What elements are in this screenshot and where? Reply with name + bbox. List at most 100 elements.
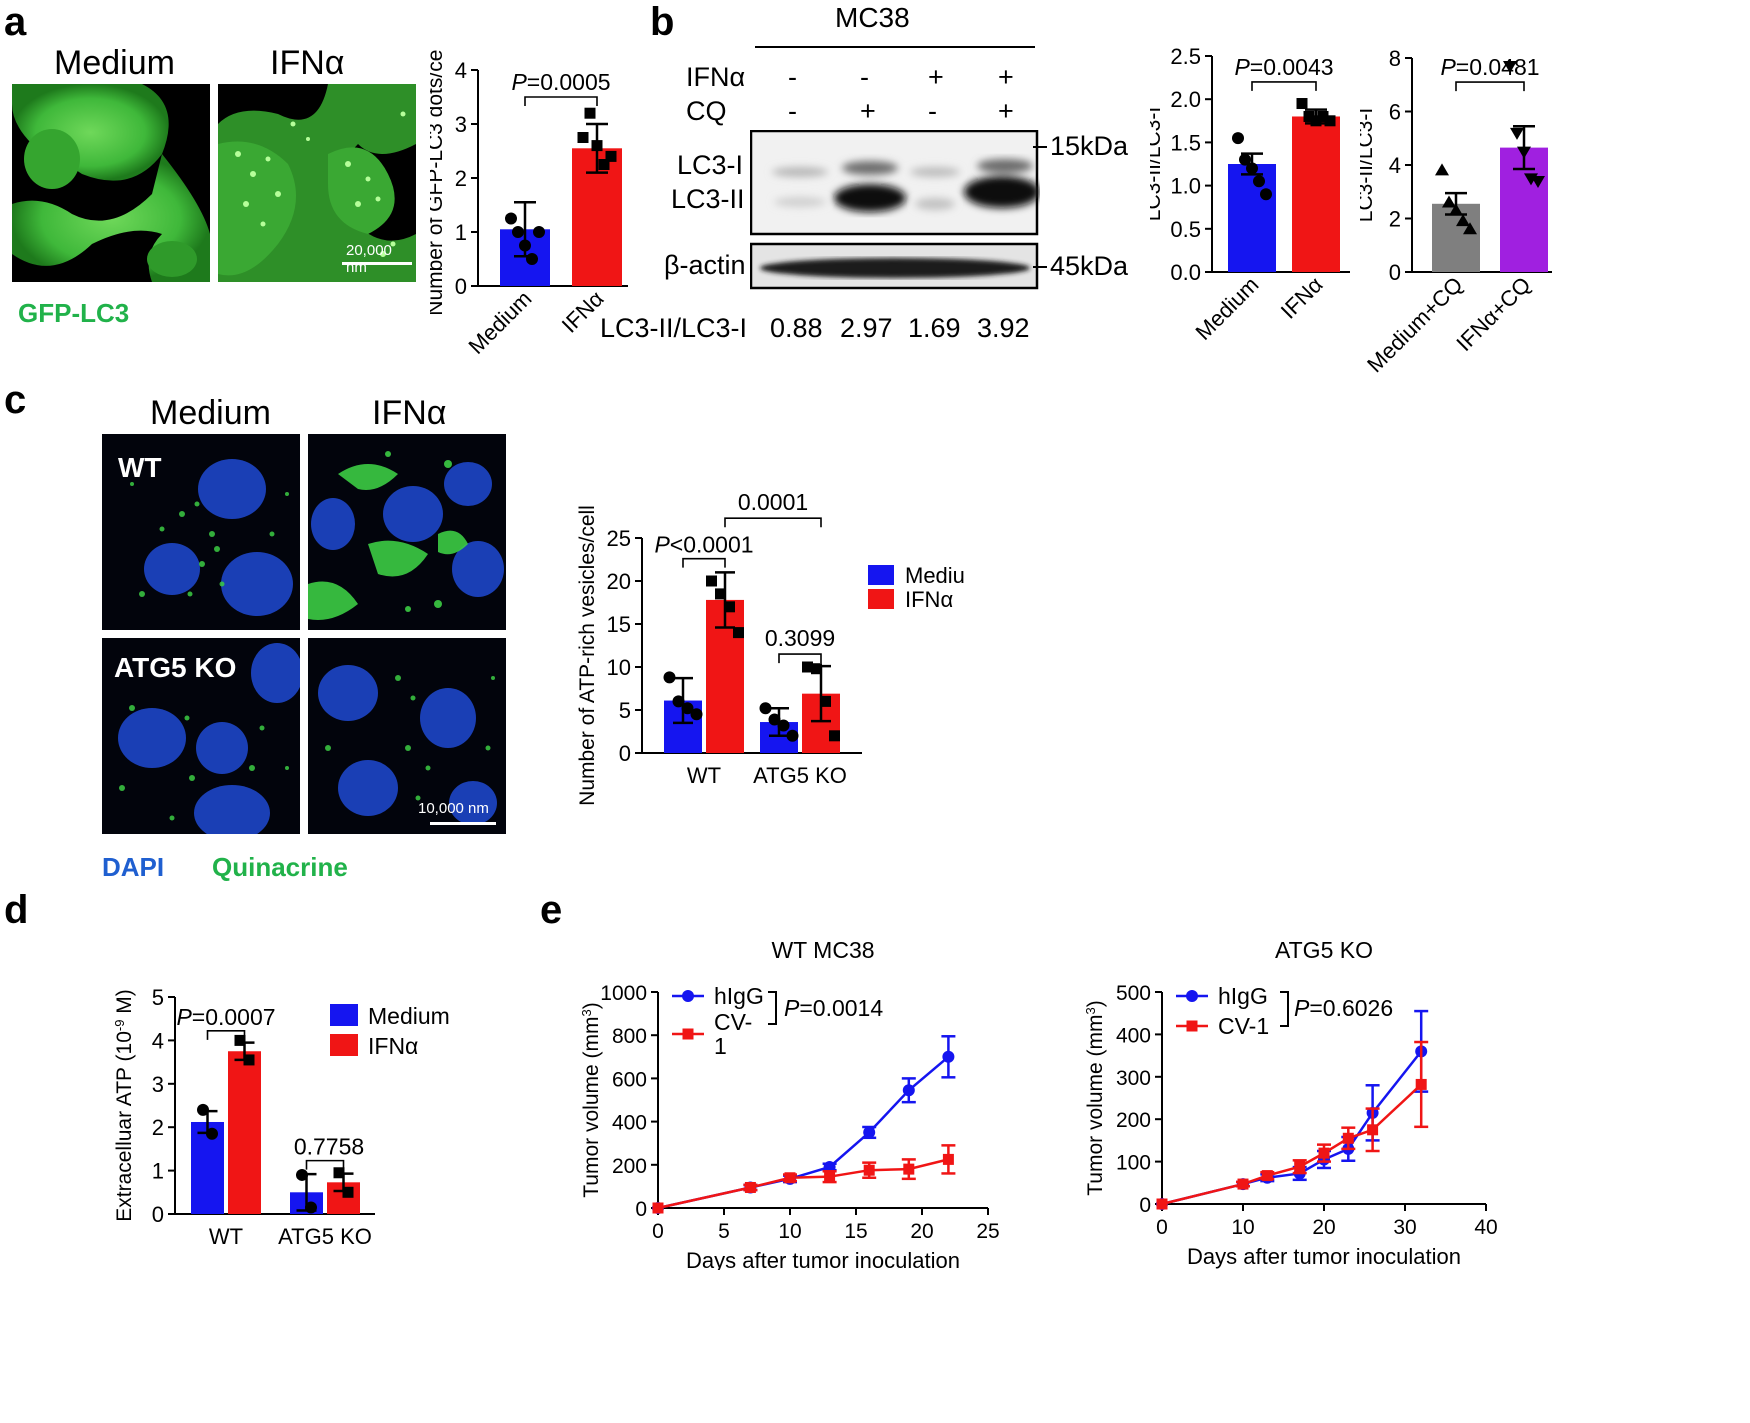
d-data-point	[234, 1034, 246, 1046]
e1-xtick-label: 20	[910, 1220, 933, 1243]
c-legend-swatch	[868, 565, 894, 585]
d-legend-swatch	[330, 1034, 358, 1056]
b1-data-point	[1232, 132, 1244, 145]
e2-data-point	[1261, 1170, 1273, 1182]
a-data-point	[598, 159, 610, 170]
b-cq-sign-3: -	[928, 96, 937, 126]
e2-legend-marker	[1186, 990, 1198, 1002]
d-data-point	[333, 1167, 345, 1179]
a-data-point	[526, 253, 538, 265]
e2-legend-bracket	[1280, 991, 1289, 1027]
c-data-point	[820, 695, 831, 707]
c-data-point	[759, 702, 772, 715]
c-ytick-label: 20	[607, 569, 631, 594]
e2-series-line	[1161, 1050, 1423, 1206]
c-row-label-atg5ko: ATG5 KO	[114, 652, 237, 683]
d-sig-bracket	[305, 1159, 345, 1170]
b2-category-label: Medium+CQ	[1362, 272, 1467, 377]
c-data-point	[777, 719, 790, 732]
a-data-point	[591, 140, 603, 152]
b-marker-15-tick	[1033, 146, 1047, 148]
a-data-point	[519, 239, 531, 252]
e2-legend-label: CV-1	[1218, 1013, 1269, 1039]
c-data-point	[724, 601, 735, 613]
e1-ylabel: Tumor volume (mm3)	[579, 1002, 604, 1198]
e1-data-point	[823, 1160, 836, 1173]
d-ylabel: Extracelluar ATP (10-9 M)	[112, 989, 137, 1222]
d-ytick-label: 1	[152, 1159, 164, 1184]
b1-data-point	[1303, 110, 1315, 122]
b-ratio-2: 2.97	[840, 313, 893, 343]
c-category-label: ATG5 KO	[753, 763, 847, 788]
d-category-label: WT	[209, 1224, 243, 1249]
e2-legend-marker	[1186, 1020, 1198, 1032]
e1-legend-bracket	[768, 991, 777, 1025]
e1-ytick-label: 600	[612, 1068, 647, 1091]
d-ytick-label: 4	[152, 1028, 164, 1053]
e1-xlabel: Days after tumor inoculation	[686, 1248, 960, 1270]
c-p-value-ifn: 0.0001	[738, 489, 808, 515]
e2-xtick-label: 30	[1393, 1216, 1416, 1239]
d-legend-label: Medium	[368, 1003, 450, 1029]
c-micrograph-ko-medium: ATG5 KO	[102, 638, 300, 834]
b2-data-point	[1510, 127, 1524, 140]
d-data-point	[197, 1103, 209, 1116]
c-data-point	[663, 671, 676, 684]
e2-xtick-label: 0	[1156, 1216, 1168, 1239]
e2-xtick-label: 40	[1474, 1216, 1497, 1239]
e1-xtick-label: 15	[844, 1220, 867, 1243]
e1-data-point	[903, 1163, 915, 1175]
b-row-label-ifn: IFNα	[686, 62, 746, 92]
e1-p-value: P=0.0014	[784, 995, 883, 1021]
e2-data-point	[1156, 1198, 1168, 1210]
b1-data-point	[1324, 115, 1336, 127]
c-data-point	[768, 713, 781, 726]
c-micrograph-wt-ifn	[308, 434, 506, 630]
b-ratio-4: 3.92	[977, 313, 1030, 343]
panel-label-e: e	[540, 888, 563, 932]
b1-sig-bracket	[1251, 81, 1317, 91]
b2-ytick-label: 8	[1389, 46, 1401, 71]
b-cq-sign-4: +	[998, 96, 1014, 126]
e2-title: ATG5 KO	[1275, 937, 1373, 963]
c-p-value-ko: 0.3099	[765, 625, 835, 651]
b2-p-value: P=0.0481	[1440, 54, 1539, 80]
b2-data-point	[1442, 195, 1456, 208]
e1-ytick-label: 1000	[600, 982, 647, 1005]
b1-data-point	[1310, 115, 1322, 127]
d-sig-bracket	[206, 1030, 246, 1040]
e1-data-point	[942, 1050, 955, 1063]
a-ylabel: Number of GFP-LC3 dots/cell	[430, 50, 447, 316]
b-ifn-sign-3: +	[928, 62, 944, 92]
a-ytick-label: 2	[455, 166, 467, 191]
a-col-title-ifn: IFNα	[270, 44, 345, 82]
d-data-point	[305, 1201, 317, 1214]
a-col-title-medium: Medium	[54, 44, 175, 82]
b-ratio-1: 0.88	[770, 313, 823, 343]
b-ifn-sign-1: -	[788, 62, 797, 92]
b1-ytick-label: 1.5	[1170, 130, 1201, 155]
e2-xtick-label: 20	[1312, 1216, 1335, 1239]
e2-xtick-label: 10	[1231, 1216, 1254, 1239]
e1-xtick-label: 0	[652, 1220, 664, 1243]
c-data-point	[681, 702, 694, 715]
b1-data-point	[1296, 98, 1308, 110]
e1-data-point	[902, 1084, 915, 1097]
d-legend-label: IFNα	[368, 1033, 418, 1059]
e1-data-point	[863, 1126, 876, 1139]
b1-data-point	[1260, 188, 1272, 201]
b-cq-sign-2: +	[860, 96, 876, 126]
b2-category-label: IFNα+CQ	[1451, 272, 1535, 356]
c-ytick-label: 15	[607, 612, 631, 637]
e2-ytick-label: 0	[1139, 1194, 1151, 1217]
a-data-point	[505, 212, 517, 225]
b1-category-label: Medium	[1191, 272, 1264, 345]
d-p-value-wt: P=0.0007	[176, 1004, 275, 1030]
e1-title: WT MC38	[771, 937, 874, 963]
e1-legend-label: CV-	[714, 1009, 752, 1035]
e1-legend-marker	[682, 990, 694, 1002]
e2-xlabel: Days after tumor inoculation	[1187, 1244, 1461, 1269]
d-data-point	[342, 1186, 354, 1198]
